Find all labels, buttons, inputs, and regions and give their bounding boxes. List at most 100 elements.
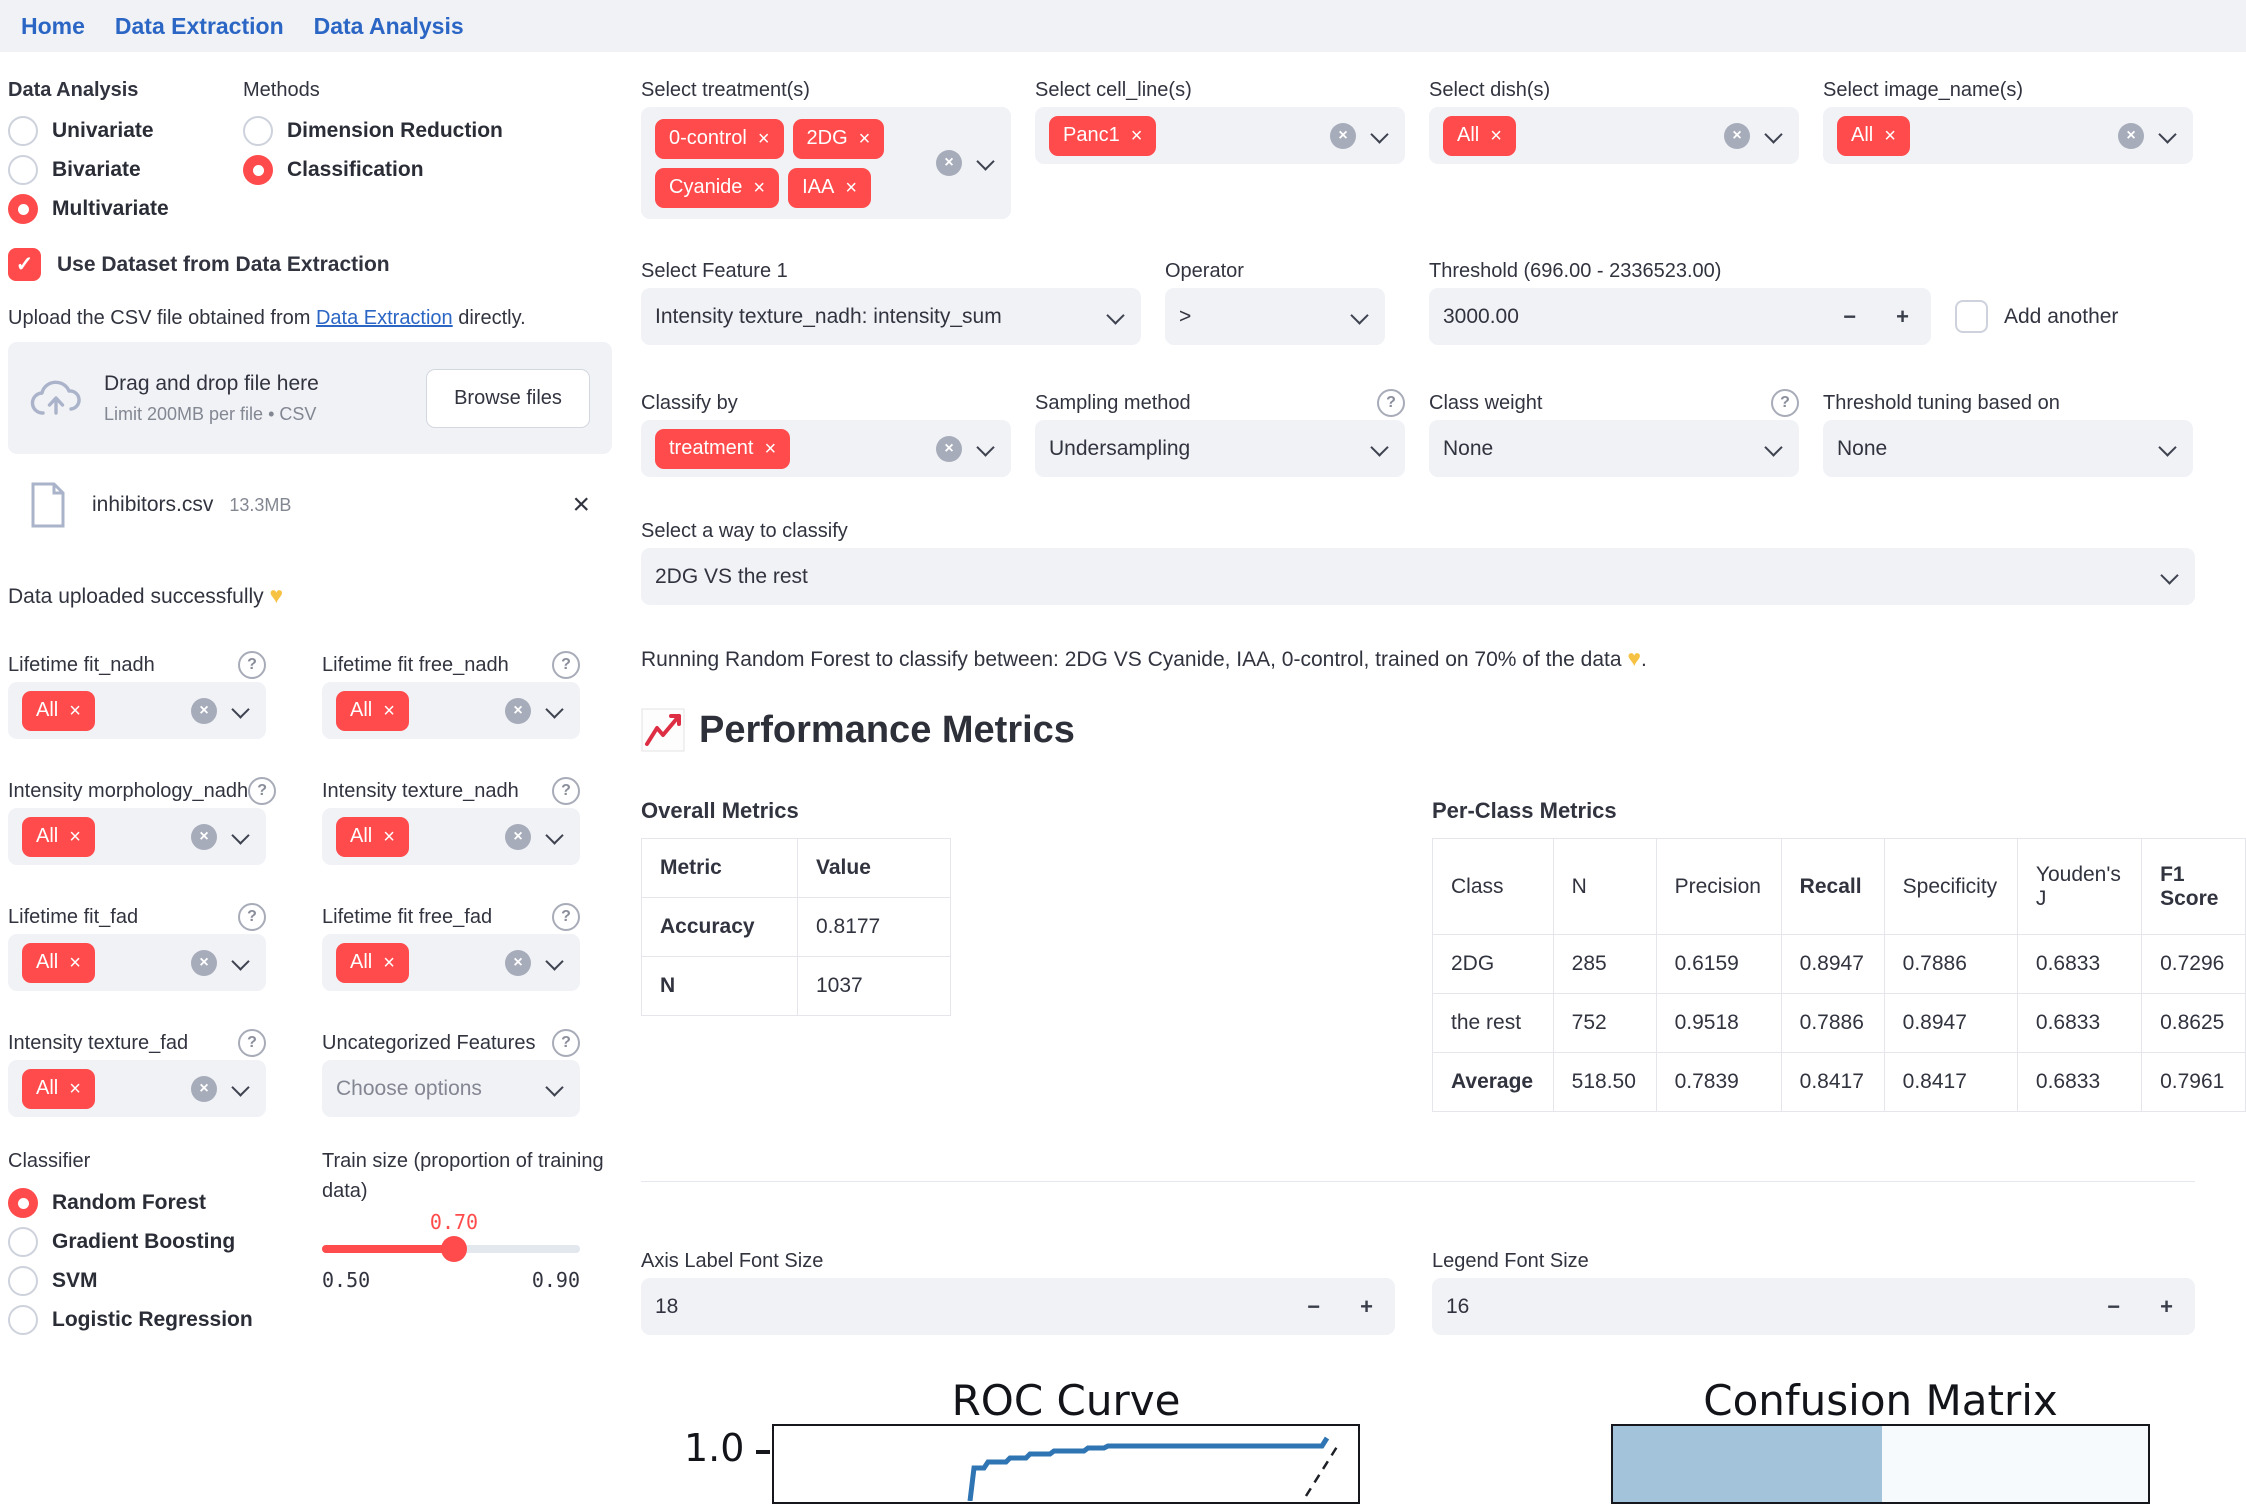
way-to-classify-select[interactable]: 2DG VS the rest [641,548,2195,605]
help-icon[interactable]: ? [1771,389,1799,417]
cell-line-multiselect[interactable]: Panc1 × × [1035,107,1405,164]
add-another-checkbox[interactable]: Add another [1955,300,2118,333]
chevron-down-icon[interactable] [230,952,252,974]
clear-all-icon[interactable]: × [1724,122,1750,149]
chevron-down-icon[interactable] [1369,438,1391,460]
filter-multiselect[interactable]: All × × [322,934,580,991]
remove-tag-icon[interactable]: × [1130,124,1143,147]
radio-bivariate[interactable]: Bivariate [8,155,141,185]
clear-all-icon[interactable]: × [191,949,217,976]
help-icon[interactable]: ? [552,651,580,679]
filter-multiselect[interactable]: All × × [8,808,266,865]
radio-classification[interactable]: Classification [243,155,424,185]
chevron-down-icon[interactable] [975,152,997,174]
clear-all-icon[interactable]: × [191,1075,217,1102]
data-extraction-link[interactable]: Data Extraction [315,307,453,329]
image-name-multiselect[interactable]: All × × [1823,107,2193,164]
nav-home[interactable]: Home [21,12,85,39]
remove-tag-icon[interactable]: × [383,825,395,848]
remove-tag-icon[interactable]: × [69,699,81,722]
radio-svm[interactable]: SVM [8,1266,98,1296]
help-icon[interactable]: ? [238,651,266,679]
class-weight-select[interactable]: None [1429,420,1799,477]
remove-tag-icon[interactable]: × [69,1077,81,1100]
decrement-icon[interactable]: − [1843,303,1857,329]
chevron-down-icon[interactable] [1349,306,1371,328]
clear-all-icon[interactable]: × [505,949,531,976]
chevron-down-icon[interactable] [2159,566,2181,588]
remove-tag-icon[interactable]: × [845,176,858,199]
help-icon[interactable]: ? [552,1029,580,1057]
remove-tag-icon[interactable]: × [383,951,395,974]
chevron-down-icon[interactable] [1369,125,1391,147]
help-icon[interactable]: ? [1377,389,1405,417]
radio-dimension-reduction[interactable]: Dimension Reduction [243,116,503,146]
chevron-down-icon[interactable] [975,438,997,460]
chevron-down-icon[interactable] [1763,125,1785,147]
chevron-down-icon[interactable] [544,826,566,848]
help-icon[interactable]: ? [552,777,580,805]
radio-univariate[interactable]: Univariate [8,116,154,146]
clear-all-icon[interactable]: × [1330,122,1356,149]
radio-random-forest[interactable]: Random Forest [8,1188,206,1218]
use-dataset-checkbox[interactable]: ✓ Use Dataset from Data Extraction [8,248,390,281]
chevron-down-icon[interactable] [2157,125,2179,147]
radio-logistic-regression[interactable]: Logistic Regression [8,1305,253,1335]
dish-multiselect[interactable]: All × × [1429,107,1799,164]
file-dropzone[interactable]: Drag and drop file here Limit 200MB per … [8,342,612,454]
help-icon[interactable]: ? [248,777,277,805]
slider-handle[interactable] [441,1236,467,1262]
radio-gradient-boosting[interactable]: Gradient Boosting [8,1227,235,1257]
treatment-multiselect[interactable]: 0-control × 2DG × Cyanide × IAA × × [641,107,1011,219]
increment-icon[interactable]: + [1896,303,1909,329]
remove-tag-icon[interactable]: × [383,699,395,722]
clear-all-icon[interactable]: × [2118,122,2144,149]
chevron-down-icon[interactable] [1763,438,1785,460]
nav-data-extraction[interactable]: Data Extraction [114,12,284,39]
help-icon[interactable]: ? [238,903,266,931]
help-icon[interactable]: ? [238,1029,266,1057]
clear-all-icon[interactable]: × [191,823,217,850]
feature-select[interactable]: Intensity texture_nadh: intensity_sum [641,288,1141,345]
chevron-down-icon[interactable] [230,826,252,848]
increment-icon[interactable]: + [2160,1293,2173,1319]
operator-select[interactable]: > [1165,288,1385,345]
chevron-down-icon[interactable] [230,700,252,722]
help-icon[interactable]: ? [552,903,580,931]
chevron-down-icon[interactable] [230,1078,252,1100]
filter-multiselect[interactable]: All × × [322,682,580,739]
chevron-down-icon[interactable] [544,700,566,722]
radio-multivariate[interactable]: Multivariate [8,194,169,224]
decrement-icon[interactable]: − [2107,1293,2121,1319]
remove-tag-icon[interactable]: × [753,176,766,199]
nav-data-analysis[interactable]: Data Analysis [313,12,464,39]
remove-tag-icon[interactable]: × [69,825,81,848]
clear-all-icon[interactable]: × [191,697,217,724]
legend-font-input[interactable]: 16 − + [1432,1278,2195,1335]
classify-by-multiselect[interactable]: treatment × × [641,420,1011,477]
chevron-down-icon[interactable] [1105,306,1127,328]
decrement-icon[interactable]: − [1307,1293,1321,1319]
filter-multiselect[interactable]: All × × [8,934,266,991]
sampling-select[interactable]: Undersampling [1035,420,1405,477]
train-size-slider[interactable] [322,1236,580,1262]
remove-tag-icon[interactable]: × [858,127,871,150]
filter-multiselect-empty[interactable]: Choose options [322,1060,580,1117]
clear-all-icon[interactable]: × [505,823,531,850]
chevron-down-icon[interactable] [544,952,566,974]
filter-multiselect[interactable]: All × × [8,1060,266,1117]
axis-font-input[interactable]: 18 − + [641,1278,1395,1335]
remove-tag-icon[interactable]: × [1490,124,1502,147]
increment-icon[interactable]: + [1360,1293,1373,1319]
remove-file-icon[interactable]: × [572,488,590,521]
remove-tag-icon[interactable]: × [69,951,81,974]
tuning-select[interactable]: None [1823,420,2193,477]
clear-all-icon[interactable]: × [505,697,531,724]
clear-all-icon[interactable]: × [936,435,962,462]
clear-all-icon[interactable]: × [936,150,962,176]
threshold-input[interactable]: 3000.00 − + [1429,288,1931,345]
remove-tag-icon[interactable]: × [764,437,777,460]
chevron-down-icon[interactable] [544,1078,566,1100]
filter-multiselect[interactable]: All × × [322,808,580,865]
remove-tag-icon[interactable]: × [1884,124,1896,147]
